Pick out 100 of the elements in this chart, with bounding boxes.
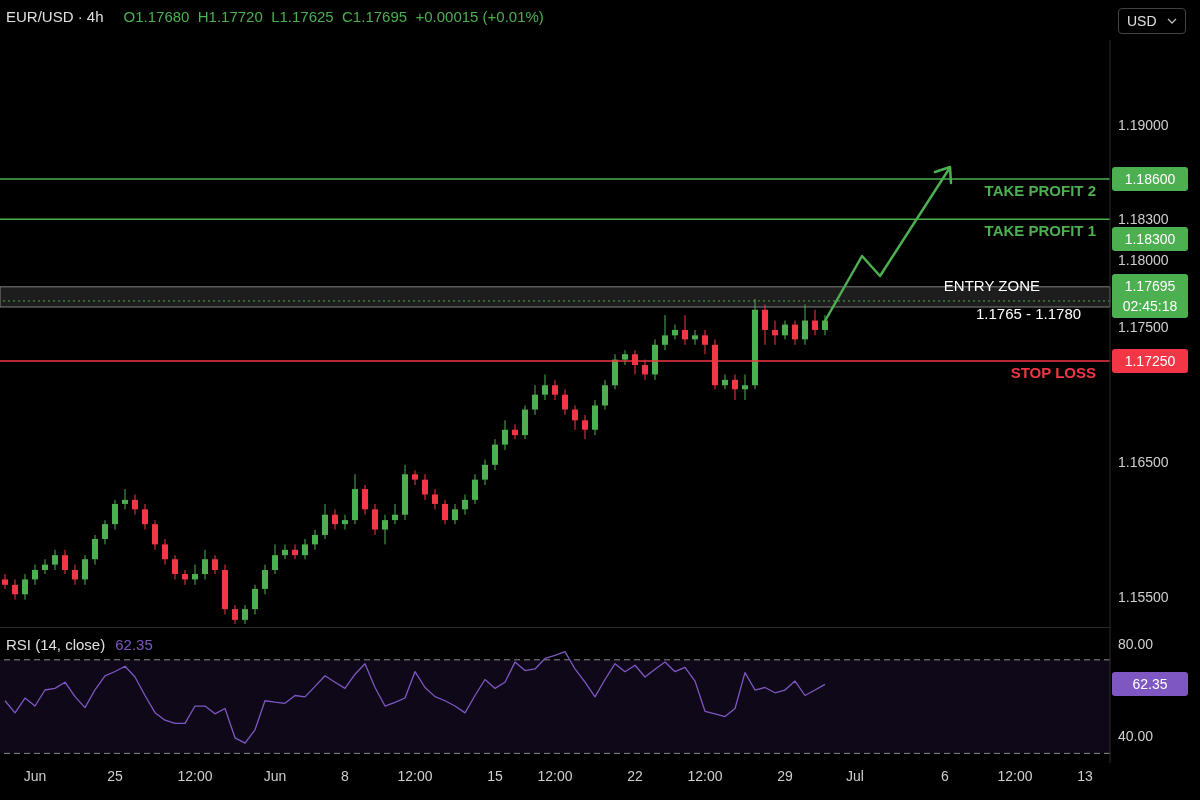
candlestick bbox=[292, 543, 298, 560]
x-tick-label: 12:00 bbox=[537, 767, 573, 784]
x-tick-label: 12:00 bbox=[177, 767, 213, 784]
candlestick bbox=[622, 349, 628, 366]
candlestick bbox=[442, 499, 448, 525]
text: 1.18600 bbox=[1124, 169, 1176, 189]
candlestick bbox=[422, 473, 428, 501]
y-tick-label: 1.19000 bbox=[1118, 116, 1169, 133]
candlestick bbox=[372, 503, 378, 536]
candlestick bbox=[382, 514, 388, 545]
candlestick bbox=[492, 438, 498, 471]
candlestick bbox=[782, 320, 788, 340]
text: 1.17695 02:45:18 bbox=[1122, 277, 1178, 317]
candlestick bbox=[772, 320, 778, 346]
candlestick bbox=[462, 493, 468, 516]
candlestick bbox=[182, 569, 188, 586]
candlestick bbox=[572, 404, 578, 431]
candlestick bbox=[722, 373, 728, 390]
candlestick bbox=[272, 543, 278, 575]
candlestick bbox=[742, 373, 748, 401]
x-tick-label: 8 bbox=[341, 767, 350, 784]
text: 62.35 bbox=[1132, 675, 1168, 695]
candlestick bbox=[52, 549, 58, 571]
text: USD bbox=[1127, 13, 1157, 29]
x-tick-label: 12:00 bbox=[687, 767, 723, 784]
candlestick bbox=[342, 514, 348, 531]
x-tick-label: 15 bbox=[487, 767, 503, 784]
candlestick bbox=[62, 549, 68, 575]
text: 1.17250 bbox=[1124, 351, 1176, 371]
candlestick bbox=[42, 558, 48, 575]
candlestick bbox=[282, 543, 288, 560]
candlestick bbox=[732, 373, 738, 401]
x-tick-label: 25 bbox=[107, 767, 123, 784]
candlestick bbox=[112, 499, 118, 531]
candlestick bbox=[702, 329, 708, 355]
x-tick-label: 22 bbox=[627, 767, 643, 784]
candlestick bbox=[762, 303, 768, 346]
candlestick bbox=[412, 469, 418, 486]
candlestick bbox=[162, 538, 168, 566]
text: RSI (14, close) bbox=[6, 636, 106, 653]
candlestick bbox=[542, 373, 548, 401]
x-tick-label: 12:00 bbox=[397, 767, 433, 784]
candlestick bbox=[692, 329, 698, 346]
candlestick bbox=[452, 503, 458, 525]
annotation: 1.1765 - 1.1780 bbox=[976, 305, 1082, 323]
y-tick-label: 1.18300 bbox=[1118, 211, 1169, 228]
candlestick bbox=[172, 554, 178, 580]
candlestick bbox=[312, 529, 318, 551]
candlestick bbox=[812, 309, 818, 336]
candlestick bbox=[792, 320, 798, 346]
candlestick bbox=[502, 419, 508, 451]
y-tick-label: 1.18000 bbox=[1118, 251, 1169, 268]
candlestick bbox=[192, 564, 198, 586]
y-tick-label: 1.15500 bbox=[1118, 588, 1169, 605]
candlestick bbox=[552, 379, 558, 401]
candlestick bbox=[432, 488, 438, 510]
y-tick-label: 40.00 bbox=[1118, 727, 1154, 744]
candlestick bbox=[142, 503, 148, 531]
candlestick bbox=[2, 573, 8, 590]
candlestick bbox=[822, 314, 828, 336]
candlestick bbox=[262, 564, 268, 595]
y-tick-label: 1.17500 bbox=[1118, 319, 1169, 336]
candlestick bbox=[122, 488, 128, 510]
y-tick-label: 1.16500 bbox=[1118, 454, 1169, 471]
x-tick-label: Jun bbox=[263, 767, 287, 784]
candlestick bbox=[212, 554, 218, 575]
x-tick-label: Jun bbox=[23, 767, 47, 784]
x-tick-label: Jul bbox=[846, 767, 864, 784]
text: 62.35 bbox=[115, 636, 153, 653]
candlestick bbox=[32, 564, 38, 586]
candlestick bbox=[582, 414, 588, 440]
chart-subtitle: O1.17680 H1.17720 L1.17625 C1.17695 +0.00015 (+0.01%) bbox=[123, 8, 544, 25]
candlestick bbox=[512, 423, 518, 440]
x-tick-label: 13 bbox=[1077, 767, 1093, 784]
candlestick bbox=[672, 324, 678, 340]
candlestick bbox=[332, 508, 338, 531]
candlestick bbox=[202, 549, 208, 580]
candlestick bbox=[472, 473, 478, 505]
candlestick bbox=[92, 534, 98, 566]
candlestick bbox=[602, 379, 608, 411]
chart-title: EUR/USD · 4h bbox=[6, 8, 104, 25]
x-tick-label: 6 bbox=[941, 767, 950, 784]
candlestick bbox=[562, 388, 568, 416]
candlestick bbox=[82, 554, 88, 586]
candlestick bbox=[232, 604, 238, 625]
candlestick bbox=[322, 503, 328, 540]
candlestick bbox=[682, 314, 688, 346]
candlestick bbox=[152, 519, 158, 551]
ref-line-label: TAKE PROFIT 1 bbox=[984, 222, 1096, 240]
candlestick bbox=[662, 314, 668, 351]
candlestick bbox=[72, 564, 78, 586]
ref-line-label: STOP LOSS bbox=[1010, 363, 1096, 381]
candlestick bbox=[252, 584, 258, 616]
x-tick-label: 12:00 bbox=[997, 767, 1033, 784]
candlestick bbox=[242, 604, 248, 625]
candlestick bbox=[802, 303, 808, 346]
candlestick bbox=[482, 458, 488, 486]
candlestick bbox=[532, 384, 538, 416]
candlestick bbox=[12, 578, 18, 601]
x-tick-label: 29 bbox=[777, 767, 793, 784]
